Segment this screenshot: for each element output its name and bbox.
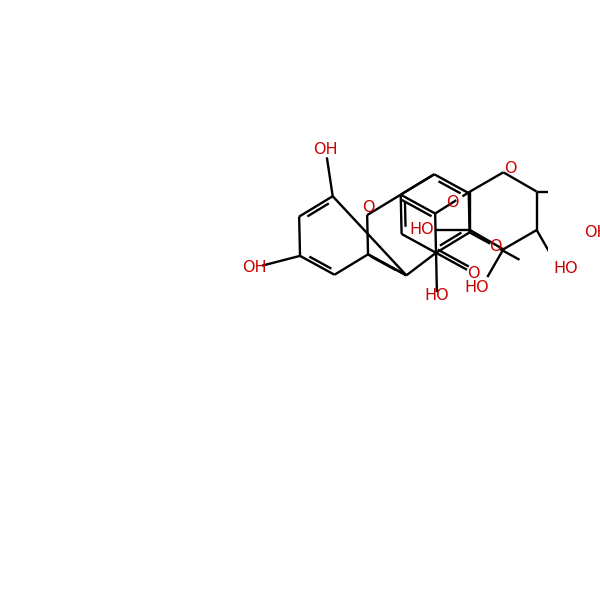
- Text: HO: HO: [425, 288, 449, 303]
- Text: HO: HO: [409, 221, 434, 236]
- Text: O: O: [467, 266, 479, 281]
- Text: OH: OH: [242, 260, 266, 275]
- Text: OH: OH: [313, 142, 338, 157]
- Text: O: O: [505, 161, 517, 176]
- Text: O: O: [446, 195, 458, 210]
- Text: O: O: [362, 200, 374, 215]
- Text: HO: HO: [464, 280, 489, 295]
- Text: OH: OH: [584, 225, 600, 240]
- Text: O: O: [488, 239, 501, 254]
- Text: HO: HO: [553, 261, 578, 276]
